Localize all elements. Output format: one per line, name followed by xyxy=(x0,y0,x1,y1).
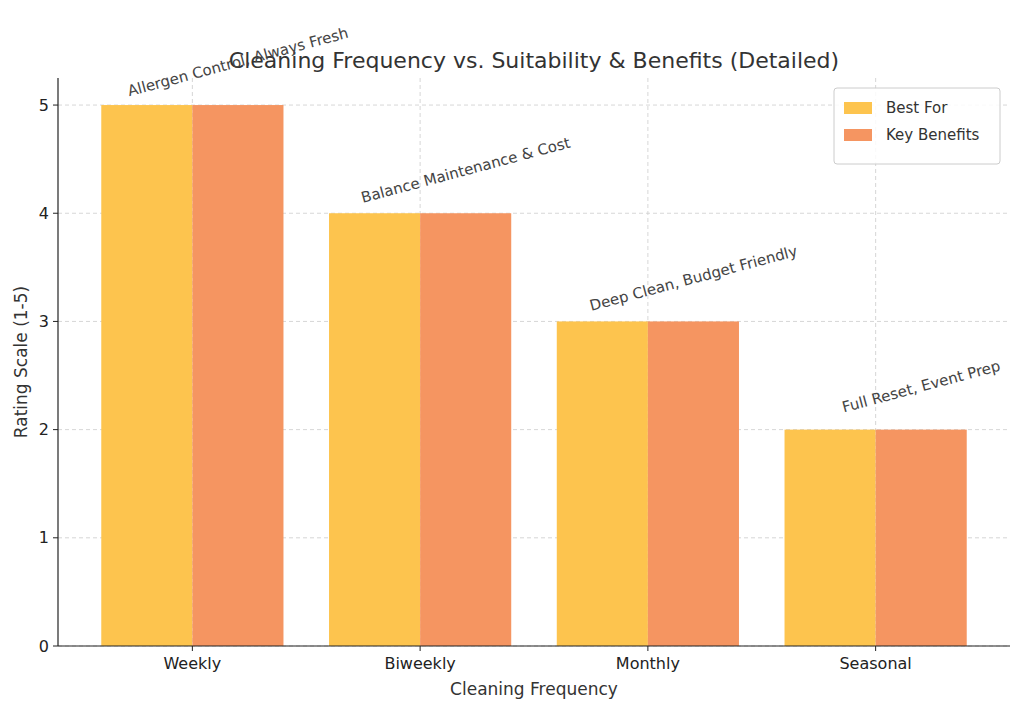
y-tick-label: 1 xyxy=(39,528,49,547)
bar xyxy=(420,213,511,646)
legend-label: Best For xyxy=(886,99,948,117)
y-tick-label: 4 xyxy=(39,204,49,223)
bar xyxy=(101,105,192,646)
bar xyxy=(876,430,967,646)
legend: Best For Key Benefits xyxy=(834,88,1000,164)
x-tick-label: Seasonal xyxy=(839,654,911,673)
annotation: Full Reset, Event Prep xyxy=(840,357,1002,417)
bar xyxy=(329,213,420,646)
x-axis-label: Cleaning Frequency xyxy=(450,679,618,699)
y-grid-line xyxy=(58,646,1010,647)
y-tick-label: 2 xyxy=(39,420,49,439)
y-tick xyxy=(53,646,58,647)
bar xyxy=(557,321,648,646)
x-tick xyxy=(647,646,648,651)
x-tick xyxy=(420,646,421,651)
bars xyxy=(101,105,966,646)
bar xyxy=(192,105,283,646)
legend-swatch xyxy=(844,102,872,114)
grid xyxy=(58,78,1010,646)
title: Cleaning Frequency vs. Suitability & Ben… xyxy=(229,48,839,73)
annotation: Balance Maintenance & Cost xyxy=(359,134,572,207)
annotation: Allergen Control, Always Fresh xyxy=(126,24,351,100)
x-tick-label: Weekly xyxy=(163,654,221,673)
x-tick-label: Biweekly xyxy=(384,654,455,673)
legend-label: Key Benefits xyxy=(886,126,980,144)
y-axis-label: Rating Scale (1-5) xyxy=(11,286,31,438)
bar xyxy=(785,430,876,646)
legend-swatch xyxy=(844,129,872,141)
y-tick xyxy=(53,321,58,322)
y-tick xyxy=(53,537,58,538)
y-tick-label: 5 xyxy=(39,96,49,115)
x-tick-label: Monthly xyxy=(616,654,680,673)
bar xyxy=(648,321,739,646)
y-axis-line xyxy=(57,78,58,646)
x-axis-line xyxy=(58,645,1010,646)
x-tick xyxy=(875,646,876,651)
annotation: Deep Clean, Budget Friendly xyxy=(588,242,800,315)
x-tick xyxy=(192,646,193,651)
legend-box xyxy=(834,88,1000,164)
y-tick-label: 0 xyxy=(39,637,49,656)
y-tick xyxy=(53,213,58,214)
y-tick-label: 3 xyxy=(39,312,49,331)
chart: 0 1 2 3 4 5 Weekly Biweekly Monthly Seasonal Clean… xyxy=(0,0,1024,712)
y-tick xyxy=(53,105,58,106)
y-tick xyxy=(53,429,58,430)
